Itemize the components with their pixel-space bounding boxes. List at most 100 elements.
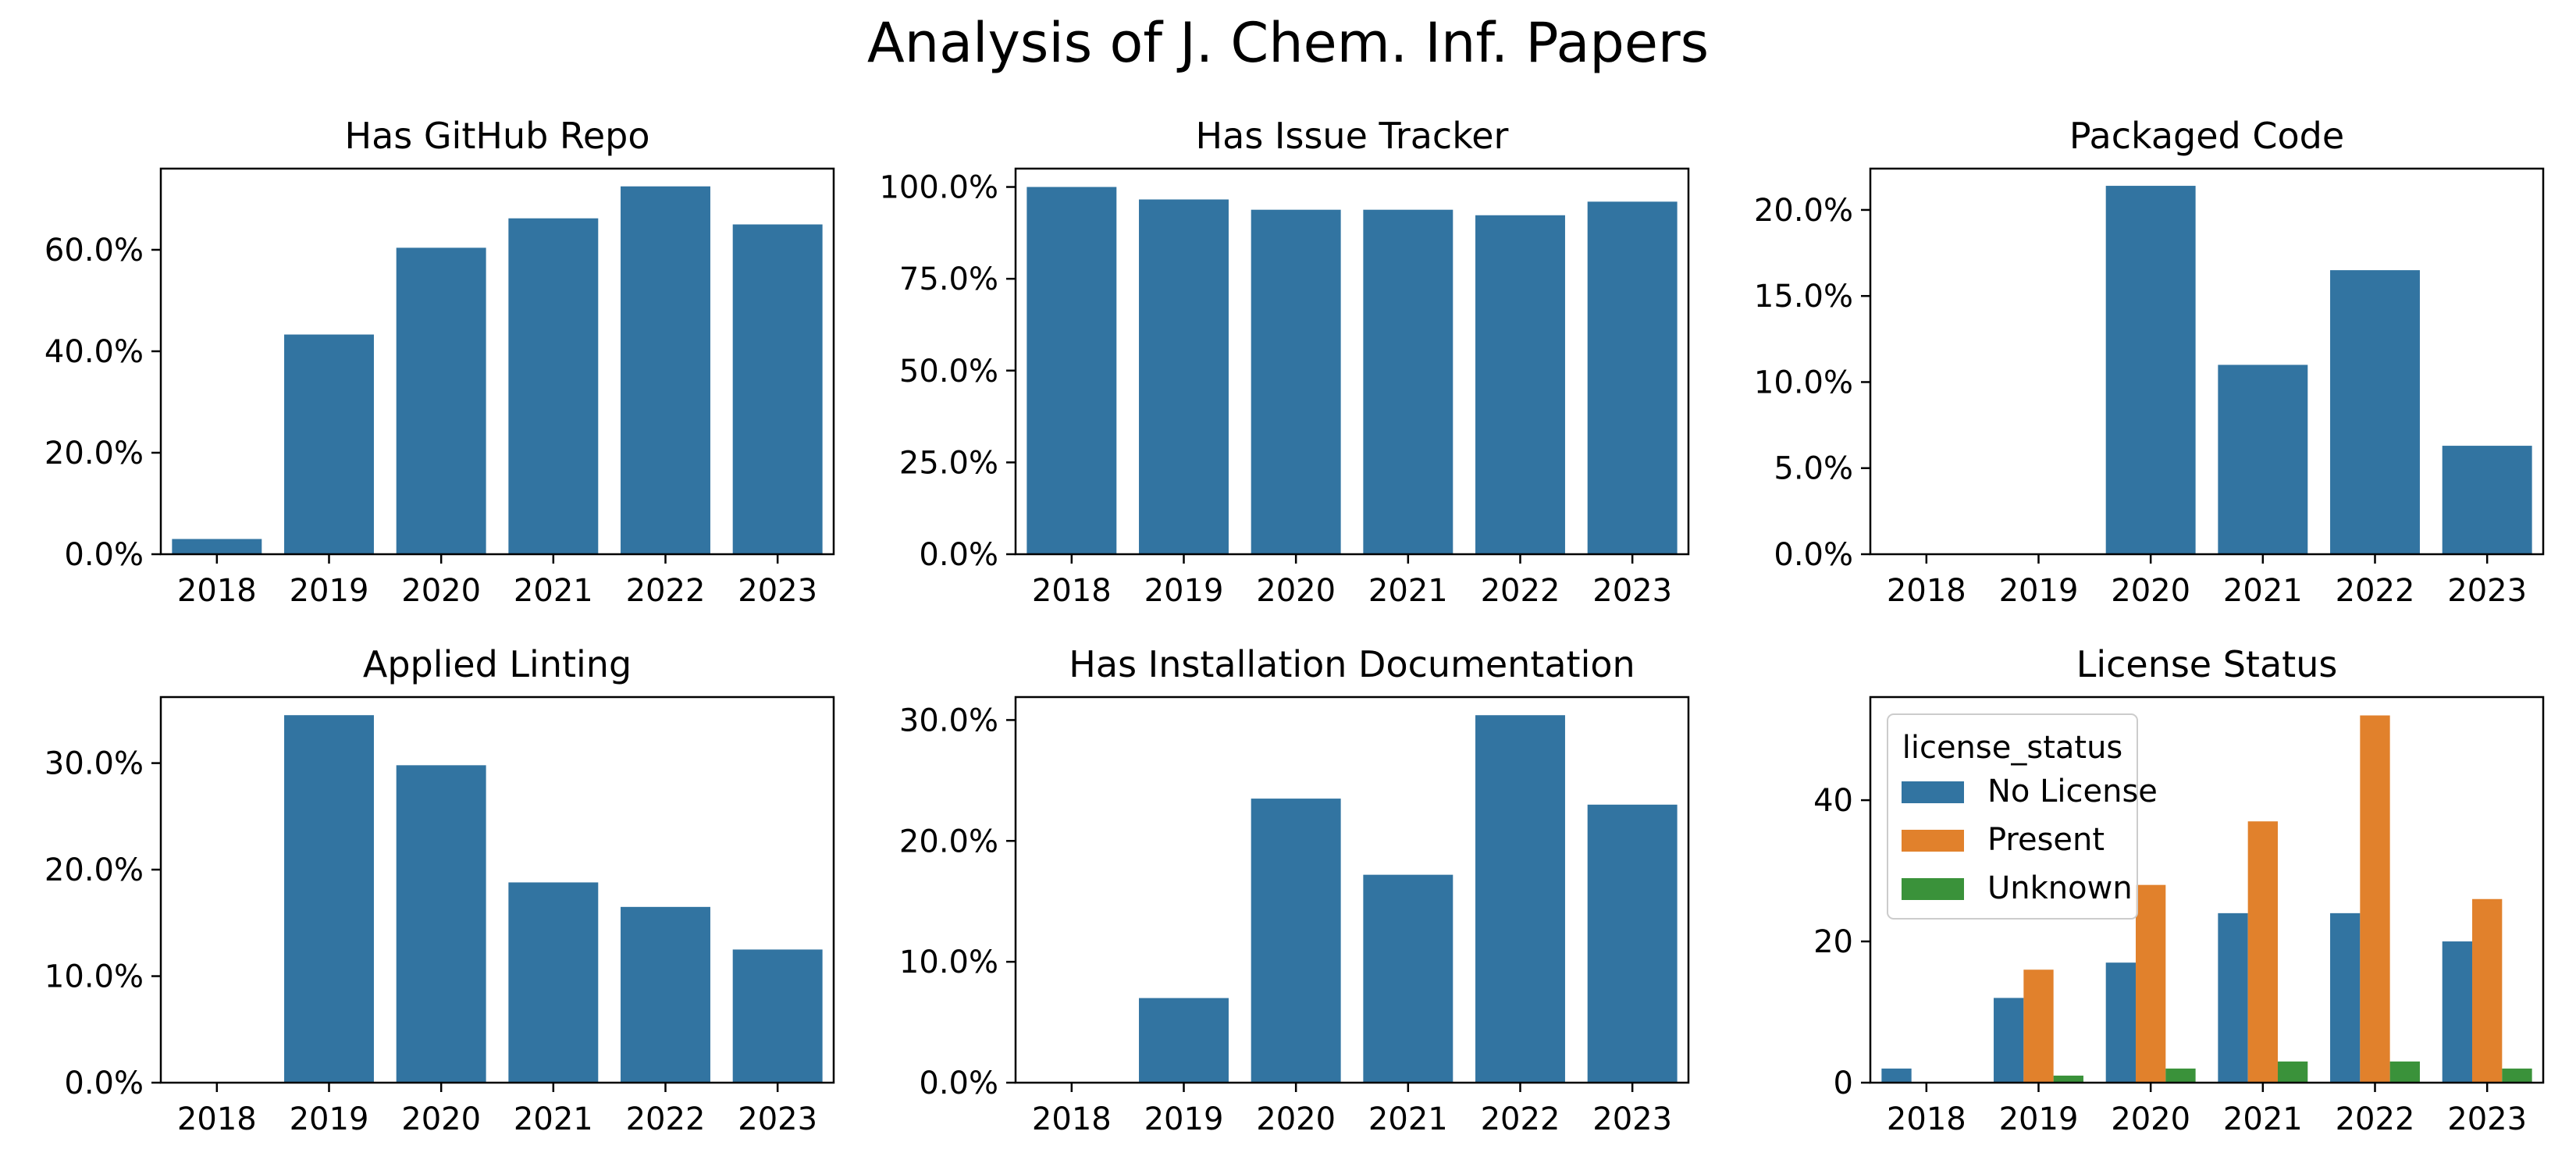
y-tick-label: 0.0% <box>919 1065 998 1101</box>
bar-2019 <box>1139 199 1229 554</box>
x-tick-label: 2018 <box>1887 573 1966 609</box>
x-tick-label: 2022 <box>2336 573 2415 609</box>
bar-2020 <box>396 765 486 1083</box>
bar-no-license-2019 <box>1994 998 2024 1083</box>
x-tick-label: 2020 <box>1256 573 1336 609</box>
x-tick-label: 2022 <box>1481 1101 1560 1137</box>
subplot-title: License Status <box>2076 643 2338 685</box>
figure-title: Analysis of J. Chem. Inf. Papers <box>866 11 1710 75</box>
x-tick-label: 2019 <box>1999 1101 2079 1137</box>
y-tick-label: 0.0% <box>1774 537 1853 573</box>
x-tick-label: 2023 <box>1592 573 1672 609</box>
subplot-title: Has GitHub Repo <box>345 115 650 157</box>
x-tick-label: 2021 <box>514 1101 593 1137</box>
bar-2023 <box>2442 446 2532 554</box>
y-tick-label: 0.0% <box>919 537 998 573</box>
y-tick-label: 30.0% <box>899 703 998 738</box>
bar-2023 <box>732 949 823 1083</box>
legend-swatch <box>1902 878 1964 900</box>
axes-frame <box>159 167 835 556</box>
bar-present-2022 <box>2360 715 2390 1083</box>
subplot-title: Has Installation Documentation <box>1069 643 1635 685</box>
y-tick-label: 20 <box>1813 924 1853 960</box>
axes-frame <box>1869 696 2545 1084</box>
x-tick-label: 2020 <box>1256 1101 1336 1137</box>
bar-2023 <box>732 224 823 554</box>
bar-no-license-2022 <box>2330 913 2361 1083</box>
subplot-title: Has Issue Tracker <box>1196 115 1509 157</box>
bar-2022 <box>2330 270 2420 554</box>
subplot-4: Applied Linting 0.0% 10.0% 20.0% 30.0% 2018 20… <box>44 643 835 1137</box>
bar-no-license-2021 <box>2218 913 2248 1083</box>
x-tick-label: 2022 <box>626 1101 706 1137</box>
x-tick-label: 2023 <box>2447 1101 2527 1137</box>
x-tick-label: 2023 <box>1592 1101 1672 1137</box>
axes-frame <box>1014 696 1690 1084</box>
bar-present-2021 <box>2247 821 2278 1083</box>
y-tick-label: 50.0% <box>899 354 998 390</box>
x-tick-label: 2020 <box>401 573 481 609</box>
x-tick-label: 2021 <box>1368 1101 1448 1137</box>
legend-label: Present <box>1987 822 2105 858</box>
y-tick-label: 25.0% <box>899 445 998 481</box>
bar-unknown-2022 <box>2389 1061 2420 1083</box>
subplot-title: Packaged Code <box>2069 115 2344 157</box>
bar-unknown-2020 <box>2165 1068 2196 1083</box>
x-tick-label: 2021 <box>2223 573 2303 609</box>
bar-2020 <box>396 247 486 554</box>
bar-2020 <box>2105 186 2196 554</box>
axes-frame <box>1869 167 2545 556</box>
bar-present-2020 <box>2136 884 2166 1083</box>
x-tick-label: 2020 <box>2111 573 2190 609</box>
y-tick-label: 20.0% <box>44 436 144 471</box>
subplot-3: Packaged Code 0.0% 5.0% 10.0% 15.0% 20.0% 2018… <box>1754 115 2545 609</box>
x-tick-label: 2018 <box>177 573 257 609</box>
legend-title: license_status <box>1902 730 2123 766</box>
y-tick-label: 60.0% <box>44 233 144 269</box>
bar-2022 <box>1475 715 1565 1083</box>
axes-frame <box>1014 167 1690 556</box>
x-tick-label: 2022 <box>1481 573 1560 609</box>
y-tick-label: 20.0% <box>1754 193 1853 229</box>
bar-2019 <box>284 715 374 1083</box>
bar-2020 <box>1251 209 1341 554</box>
y-tick-label: 0.0% <box>64 537 144 573</box>
x-tick-label: 2023 <box>2447 573 2527 609</box>
bar-unknown-2019 <box>2053 1075 2083 1083</box>
bar-2022 <box>1475 215 1565 554</box>
bar-unknown-2021 <box>2277 1061 2308 1083</box>
bar-unknown-2023 <box>2502 1068 2532 1083</box>
y-tick-label: 30.0% <box>44 746 144 782</box>
legend-swatch <box>1902 781 1964 803</box>
bar-present-2019 <box>2023 969 2054 1083</box>
bar-2021 <box>2218 365 2308 554</box>
legend-label: Unknown <box>1987 870 2133 906</box>
bar-2018 <box>1026 187 1117 554</box>
bar-2019 <box>1139 998 1229 1083</box>
legend-box <box>1887 713 2138 920</box>
y-tick-label: 40.0% <box>44 334 144 370</box>
bar-no-license-2020 <box>2105 962 2137 1083</box>
y-tick-label: 15.0% <box>1754 279 1853 315</box>
y-tick-label: 5.0% <box>1774 451 1853 487</box>
x-tick-label: 2018 <box>1887 1101 1966 1137</box>
x-tick-label: 2019 <box>1144 573 1224 609</box>
subplot-title: Applied Linting <box>363 643 632 685</box>
x-tick-label: 2022 <box>2336 1101 2415 1137</box>
y-tick-label: 40 <box>1813 783 1853 819</box>
x-tick-label: 2019 <box>1144 1101 1224 1137</box>
x-tick-label: 2021 <box>1368 573 1448 609</box>
bar-2023 <box>1587 804 1678 1083</box>
bar-2020 <box>1251 799 1341 1083</box>
bar-2021 <box>1363 874 1453 1083</box>
bar-present-2023 <box>2472 898 2503 1083</box>
bar-no-license-2018 <box>1881 1068 1912 1083</box>
x-tick-label: 2021 <box>2223 1101 2303 1137</box>
x-tick-label: 2020 <box>401 1101 481 1137</box>
x-tick-label: 2023 <box>738 1101 817 1137</box>
y-tick-label: 10.0% <box>44 959 144 995</box>
x-tick-label: 2019 <box>290 573 369 609</box>
x-tick-label: 2020 <box>2111 1101 2190 1137</box>
